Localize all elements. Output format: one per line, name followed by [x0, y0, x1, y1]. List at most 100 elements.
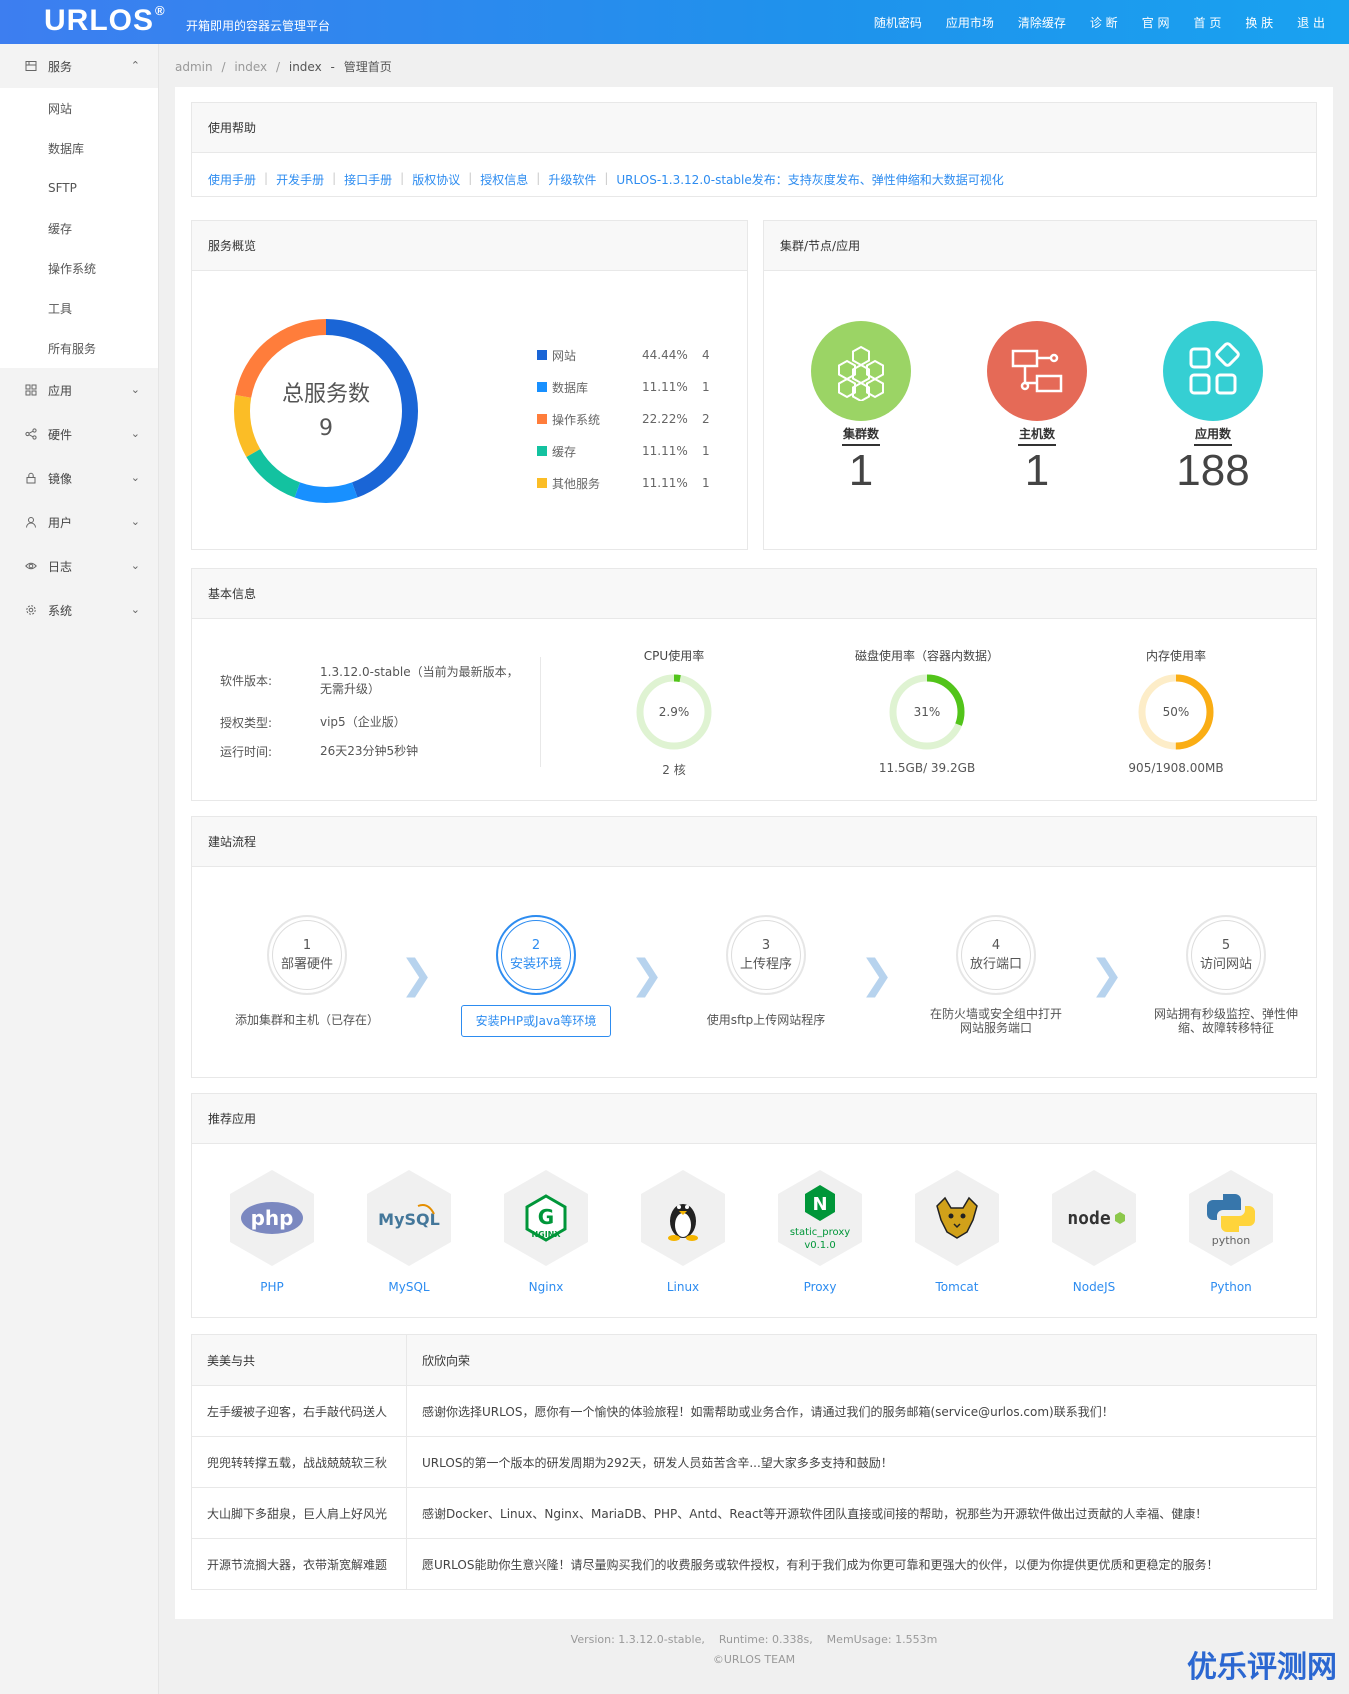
sidebar-item-sftp[interactable]: SFTP — [48, 181, 77, 195]
gauge-disk: 磁盘使用率（容器内数据） 31% 11.5GB/ 39.2GB — [842, 647, 1012, 775]
gauge-fill — [636, 674, 712, 750]
link-dev-manual[interactable]: 开发手册 — [276, 173, 325, 187]
nginx-logo-icon: G NGINX — [504, 1170, 588, 1266]
nav-clear-cache[interactable]: 清除缓存 — [1017, 15, 1066, 30]
sidebar-group-hardware[interactable]: 硬件 ⌄ — [0, 412, 158, 456]
nav-random-password[interactable]: 随机密码 — [873, 15, 922, 30]
flow-step-2: 2 安装环境 安装PHP或Java等环境 — [421, 915, 651, 1037]
gauge-sub: 11.5GB/ 39.2GB — [878, 761, 976, 775]
step-circle: 1 部署硬件 — [267, 915, 347, 995]
install-env-button[interactable]: 安装PHP或Java等环境 — [460, 1005, 612, 1037]
sidebar-item-tools[interactable]: 工具 — [48, 301, 73, 316]
stat-cluster[interactable]: 集群数 1 — [806, 321, 916, 496]
link-license-agreement[interactable]: 版权协议 — [412, 173, 461, 187]
footer-version: Version: 1.3.12.0-stable, Runtime: 0.338… — [570, 1633, 938, 1646]
step-desc: 使用sftp上传网站程序 — [706, 1013, 826, 1027]
table-cell: 大山脚下多甜泉，巨人肩上好风光 — [191, 1487, 407, 1539]
sidebar-item-all-services[interactable]: 所有服务 — [48, 341, 97, 356]
nav-app-market[interactable]: 应用市场 — [945, 15, 994, 30]
donut-legend: 网站 44.44% 4 数据库 11.11% 1 操作系统 22.22% 2 缓存 11.11… — [537, 339, 727, 499]
divider — [540, 657, 541, 767]
breadcrumb-admin[interactable]: admin — [175, 60, 213, 74]
lock-icon — [24, 471, 38, 485]
link-divider: | — [400, 171, 405, 185]
stat-hosts[interactable]: 主机数 1 — [982, 321, 1092, 496]
sidebar-group-system[interactable]: 系统 ⌄ — [0, 588, 158, 632]
chevron-up-icon: ⌃ — [130, 59, 140, 72]
donut-slice-3[interactable] — [246, 448, 301, 498]
app-mysql[interactable]: MySQL MySQL — [359, 1170, 459, 1294]
donut-slice-1[interactable] — [325, 319, 418, 498]
sidebar-item-website[interactable]: 网站 — [48, 101, 73, 116]
tagline: 开箱即用的容器云管理平台 — [186, 19, 331, 33]
info-row-license: 授权类型: vip5（企业版） — [220, 714, 520, 731]
chevron-right-icon: ❯ — [1090, 952, 1124, 998]
legend-item: 数据库 11.11% 1 — [537, 371, 727, 403]
link-divider: | — [468, 171, 473, 185]
nav-home[interactable]: 首 页 — [1193, 15, 1222, 30]
link-api-manual[interactable]: 接口手册 — [344, 173, 393, 187]
gauge-cpu: CPU使用率 2.9% 2 核 — [594, 647, 754, 778]
sidebar-group-label: 日志 — [48, 559, 73, 574]
table-row: 大山脚下多甜泉，巨人肩上好风光 感谢Docker、Linux、Nginx、Mar… — [191, 1487, 1317, 1539]
legend-item: 操作系统 22.22% 2 — [537, 403, 727, 435]
gauge-ring: 2.9% — [636, 674, 712, 750]
nav-diagnose[interactable]: 诊 断 — [1089, 15, 1118, 30]
donut-total: 9 — [319, 416, 333, 441]
link-release-notes[interactable]: URLOS-1.3.12.0-stable发布：支持灰度发布、弹性伸缩和大数据可… — [616, 173, 1004, 187]
gauge-ring: 50% — [1138, 674, 1214, 750]
donut-slice-2[interactable] — [294, 482, 358, 503]
legend-swatch — [537, 446, 547, 456]
breadcrumb-index[interactable]: index — [234, 60, 268, 74]
gauge-fill — [1138, 674, 1214, 750]
sidebar-item-os[interactable]: 操作系统 — [48, 261, 97, 276]
app-tomcat[interactable]: Tomcat — [907, 1170, 1007, 1294]
donut-slice-4[interactable] — [234, 395, 261, 457]
nav-official-site[interactable]: 官 网 — [1141, 15, 1170, 30]
app-linux[interactable]: Linux — [633, 1170, 733, 1294]
footer: Version: 1.3.12.0-stable, Runtime: 0.338… — [159, 1630, 1349, 1670]
sidebar-group-apps[interactable]: 应用 ⌄ — [0, 368, 158, 412]
app-nginx[interactable]: G NGINX Nginx — [496, 1170, 596, 1294]
app-php[interactable]: php PHP — [222, 1170, 322, 1294]
nav-skin[interactable]: 换 肤 — [1245, 15, 1274, 30]
gauge-sub: 2 核 — [662, 763, 686, 777]
step-circle: 3 上传程序 — [726, 915, 806, 995]
link-license-info[interactable]: 授权信息 — [480, 173, 529, 187]
link-divider: | — [536, 171, 541, 185]
legend-item: 其他服务 11.11% 1 — [537, 467, 727, 499]
python-logo-icon: python — [1189, 1170, 1273, 1266]
svg-text:v0.1.0: v0.1.0 — [804, 1240, 835, 1251]
sidebar: 服务 ⌃ 网站 数据库 SFTP 缓存 操作系统 工具 所有服务 应用 ⌄ 硬件… — [0, 44, 159, 1694]
app-name: Proxy — [803, 1280, 837, 1294]
donut-slice-5[interactable] — [235, 319, 327, 399]
link-user-manual[interactable]: 使用手册 — [208, 173, 257, 187]
sidebar-item-database[interactable]: 数据库 — [48, 141, 85, 156]
info-key: 软件版本: — [220, 674, 273, 688]
sidebar-group-logs[interactable]: 日志 ⌄ — [0, 544, 158, 588]
legend-swatch — [537, 350, 547, 360]
app-nodejs[interactable]: node NodeJS — [1044, 1170, 1144, 1294]
sidebar-group-label: 硬件 — [48, 427, 73, 442]
logo[interactable]: URLOS® — [44, 3, 166, 37]
step-circle[interactable]: 2 安装环境 — [496, 915, 576, 995]
sidebar-group-users[interactable]: 用户 ⌄ — [0, 500, 158, 544]
link-upgrade[interactable]: 升级软件 — [548, 173, 597, 187]
stat-apps[interactable]: 应用数 188 — [1158, 321, 1268, 496]
chevron-right-icon: ❯ — [860, 952, 894, 998]
breadcrumb-sep: / — [275, 60, 281, 74]
chevron-down-icon: ⌄ — [130, 515, 140, 528]
sidebar-group-images[interactable]: 镜像 ⌄ — [0, 456, 158, 500]
sidebar-group-label: 用户 — [48, 515, 73, 530]
donut-center-label: 总服务数 — [282, 382, 370, 407]
chevron-down-icon: ⌄ — [130, 559, 140, 572]
sidebar-group-service[interactable]: 服务 ⌃ — [0, 44, 158, 88]
nav-logout[interactable]: 退 出 — [1297, 15, 1325, 30]
app-python[interactable]: python Python — [1181, 1170, 1281, 1294]
gauge-title: 内存使用率 — [1145, 649, 1206, 663]
chevron-right-icon: ❯ — [630, 952, 664, 998]
svg-text:php: php — [251, 1206, 294, 1230]
sidebar-item-cache[interactable]: 缓存 — [48, 221, 73, 236]
